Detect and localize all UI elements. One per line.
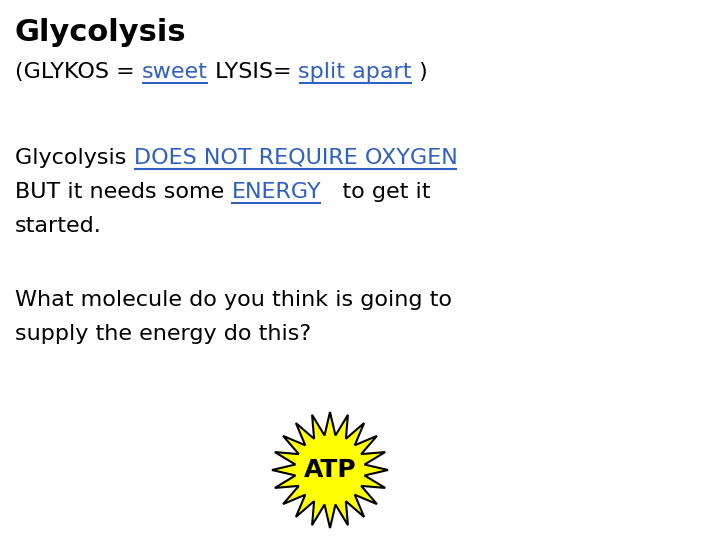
Text: ATP: ATP [304,458,356,482]
Text: supply the energy do this?: supply the energy do this? [15,324,311,344]
Text: ): ) [412,62,428,82]
Text: (GLYKOS =: (GLYKOS = [15,62,142,82]
Text: Glycolysis: Glycolysis [15,18,186,47]
Text: DOES NOT REQUIRE OXYGEN: DOES NOT REQUIRE OXYGEN [133,148,457,168]
Text: BUT it needs some: BUT it needs some [15,182,231,202]
Text: LYSIS=: LYSIS= [208,62,299,82]
Text: ENERGY: ENERGY [231,182,321,202]
Text: started.: started. [15,216,102,236]
Text: split apart: split apart [299,62,412,82]
Text: to get it: to get it [321,182,431,202]
Text: sweet: sweet [142,62,208,82]
Polygon shape [272,412,388,528]
Text: Glycolysis: Glycolysis [15,148,133,168]
Text: What molecule do you think is going to: What molecule do you think is going to [15,290,452,310]
